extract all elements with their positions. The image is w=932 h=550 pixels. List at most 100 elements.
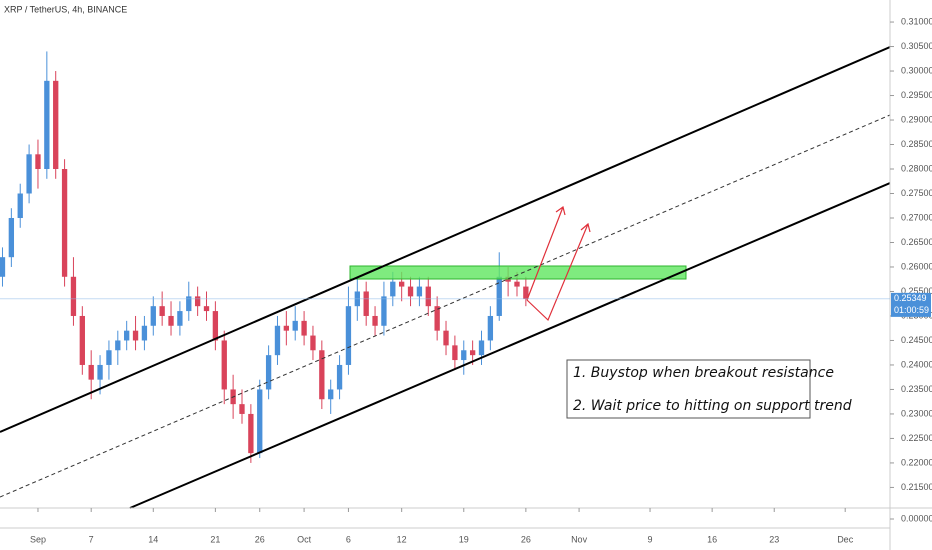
candle-body — [221, 340, 227, 390]
candle-body — [328, 389, 334, 400]
candle-body — [97, 364, 103, 380]
y-tick-label: 0.23500 — [901, 384, 932, 394]
x-tick-label: 23 — [769, 534, 779, 544]
candle-body — [292, 320, 298, 331]
x-tick-label: 26 — [521, 534, 531, 544]
candle-body — [17, 193, 23, 218]
y-tick-label: 0.26000 — [901, 261, 932, 271]
candle-body — [79, 315, 85, 365]
candle-body — [283, 325, 290, 331]
candle-body — [177, 311, 183, 326]
candle-body — [469, 350, 476, 356]
candle-body — [416, 286, 423, 297]
support-trend-line — [129, 182, 891, 509]
upper-trend-line — [0, 46, 891, 433]
candle-body — [310, 335, 316, 351]
y-tick-label: 0.21500 — [901, 482, 932, 492]
candle-body — [53, 80, 59, 170]
y-tick-label: 0.22500 — [901, 433, 932, 443]
candle-body — [257, 389, 263, 454]
candle-body — [132, 330, 139, 341]
candle-body — [336, 364, 343, 390]
candle-body — [141, 325, 148, 341]
y-tick-label: 0.00000 — [901, 513, 932, 523]
candle-body — [399, 281, 405, 287]
candle-body — [381, 296, 387, 326]
candle-body — [70, 276, 77, 316]
candle-body — [248, 413, 254, 454]
y-tick-label: 0.27000 — [901, 212, 932, 222]
candle-body — [194, 296, 201, 307]
candle-body — [514, 281, 520, 287]
candle-body — [159, 306, 165, 316]
y-tick-label: 0.23000 — [901, 408, 932, 418]
x-tick-label: 19 — [459, 534, 469, 544]
candle-body — [168, 315, 174, 326]
y-tick-label: 0.29000 — [901, 114, 932, 124]
y-tick-label: 0.30500 — [901, 41, 932, 51]
candle-body — [319, 350, 325, 400]
annotation-box — [566, 359, 811, 419]
candle-body — [44, 80, 50, 170]
y-tick-label: 0.25500 — [901, 286, 932, 296]
candle-body — [452, 345, 458, 361]
y-tick-label: 0.24500 — [901, 335, 932, 345]
annotation: 1. Buystop when breakout resistance — [573, 365, 834, 381]
candle-body — [239, 404, 245, 414]
annotation: 2. Wait price to hitting on support tren… — [573, 398, 852, 414]
y-tick-label: 0.30000 — [901, 65, 932, 75]
candle-body — [496, 276, 502, 316]
y-tick-label: 0.31000 — [901, 16, 932, 26]
candle-body — [88, 364, 94, 380]
x-tick-label: Nov — [571, 534, 588, 544]
x-tick-label: 21 — [210, 534, 220, 544]
candle-body — [203, 306, 210, 312]
candle-body — [345, 306, 352, 365]
candle-body — [523, 286, 529, 299]
candle-body — [274, 325, 281, 356]
candle-body — [186, 296, 192, 312]
candle-body — [407, 286, 414, 297]
mid-trend-line — [0, 114, 891, 498]
candle-body — [8, 217, 15, 258]
candle-body — [115, 340, 121, 351]
projection-arrows — [526, 205, 591, 322]
candle-body — [61, 169, 68, 277]
x-tick-label: Sep — [30, 534, 46, 544]
x-tick-label: 14 — [148, 534, 158, 544]
x-tick-label: 9 — [648, 534, 653, 544]
candle-body — [390, 281, 396, 297]
y-tick-label: 0.26500 — [901, 237, 932, 247]
candle-body — [434, 306, 440, 331]
resistance-zone — [349, 265, 687, 280]
candle-body — [478, 340, 485, 356]
y-tick-label: 0.24000 — [901, 359, 932, 369]
y-tick-label: 0.28500 — [901, 139, 932, 149]
x-tick-label: 7 — [89, 534, 94, 544]
chart-title: XRP / TetherUS, 4h, BINANCE — [4, 4, 127, 14]
x-tick-label: Oct — [297, 534, 312, 544]
y-tick-label: 0.22000 — [901, 457, 932, 467]
candle-body — [150, 306, 156, 326]
last-price-box — [891, 292, 931, 317]
last-price-label: 0.25349 — [894, 293, 927, 303]
candle-body — [363, 291, 369, 316]
x-tick-label: 16 — [707, 534, 717, 544]
candle-body — [106, 350, 112, 365]
candle-body — [0, 257, 6, 277]
candle-body — [124, 330, 130, 341]
candle-body — [443, 330, 449, 346]
candle-body — [425, 286, 431, 307]
x-tick-label: Dec — [837, 534, 854, 544]
candle-body — [212, 311, 219, 341]
y-tick-label: 0.27500 — [901, 188, 932, 198]
candle-body — [372, 315, 378, 326]
candle-body — [26, 154, 32, 194]
candle-body — [265, 355, 272, 390]
countdown: 01:00:59 — [894, 305, 929, 315]
x-tick-label: 6 — [346, 534, 351, 544]
x-tick-label: 12 — [397, 534, 407, 544]
candle-body — [301, 320, 307, 336]
candle-body — [487, 315, 494, 341]
